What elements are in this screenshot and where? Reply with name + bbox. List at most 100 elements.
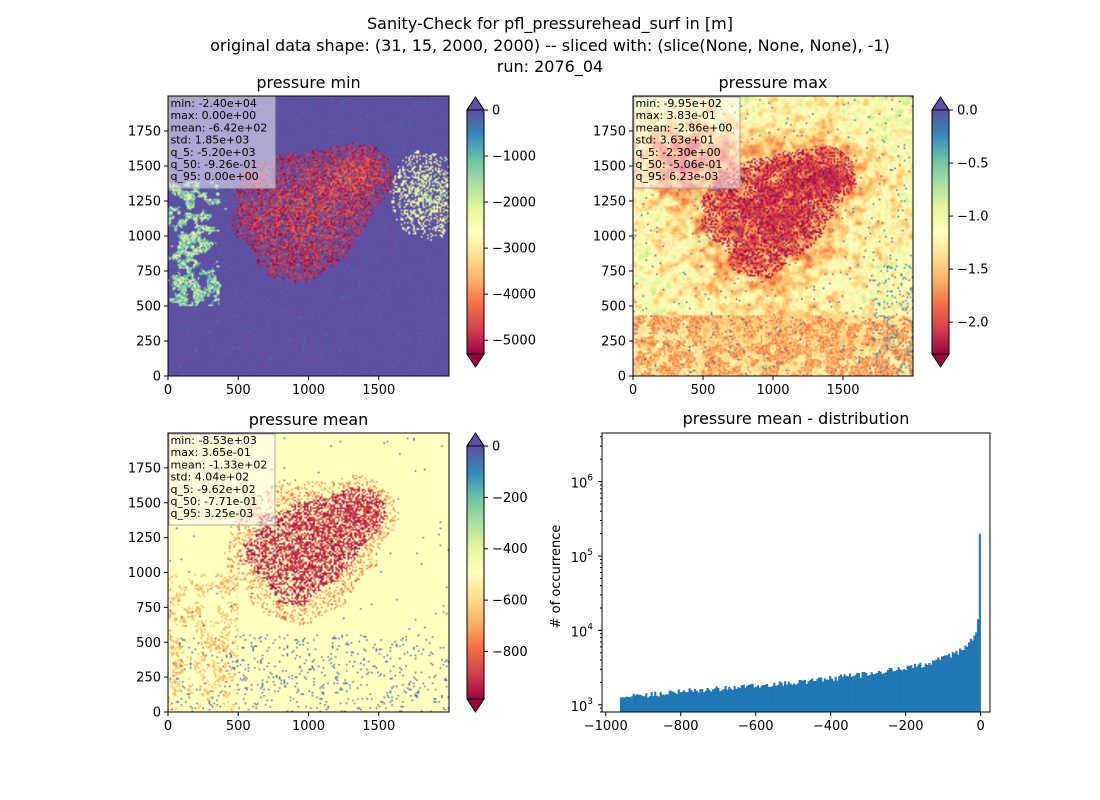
histogram-bar (800, 680, 803, 712)
histogram-bar (874, 673, 877, 712)
histogram-bar (960, 649, 963, 712)
colorbar-tick-label: −1.5 (957, 263, 989, 278)
colorbar-frame (931, 109, 950, 355)
histogram-bar (957, 654, 960, 712)
panel-title: pressure mean - distribution (683, 409, 910, 428)
histogram-bar (663, 694, 666, 712)
histogram-bar (776, 684, 779, 712)
heatmap-panel: pressure min 0 500 1000 1500 0 250 500 750 1000 12… (128, 73, 536, 398)
histogram-bar (679, 692, 682, 712)
histogram-bar (711, 689, 715, 712)
stats-line: max: 0.00e+00 (171, 109, 257, 122)
histogram-bar (922, 666, 926, 712)
y-tick-label: 250 (136, 671, 161, 686)
stats-line: std: 3.63e+01 (636, 134, 715, 147)
histogram-bar (885, 672, 888, 712)
histogram-bar (865, 672, 868, 712)
histogram-bar (699, 689, 702, 712)
histogram-bar (764, 684, 767, 712)
histogram-bar (939, 659, 942, 712)
y-tick-exponent: 3 (587, 697, 593, 707)
histogram-bar (683, 690, 686, 712)
y-tick-label: 1750 (593, 125, 626, 140)
histogram-bar (848, 673, 852, 712)
histogram-bar (973, 635, 976, 712)
x-tick-label: 500 (226, 383, 251, 398)
y-tick-label: 1250 (128, 195, 161, 210)
histogram-bar (968, 642, 971, 712)
histogram-bar (650, 692, 653, 712)
histogram-bar (830, 678, 834, 712)
colorbar-tick-label: −1000 (492, 150, 536, 165)
stats-line: q_95: 0.00e+00 (171, 170, 259, 183)
stats-line: q_5: -2.30e+00 (636, 146, 721, 159)
histogram-bar (757, 685, 760, 712)
histogram-bar (858, 672, 861, 712)
histogram-bar (629, 697, 632, 712)
colorbar-tick-label: −600 (492, 594, 528, 609)
histogram-bar (675, 694, 678, 712)
stats-line: min: -8.53e+03 (171, 434, 257, 447)
histogram-bar (841, 676, 844, 712)
histogram-bar (913, 663, 917, 712)
histogram-bar (654, 691, 657, 712)
y-tick-label: 750 (136, 265, 161, 280)
histogram-bar (834, 676, 837, 712)
histogram-bar (771, 686, 774, 712)
histogram-bar (811, 678, 814, 712)
histogram-bar (641, 696, 644, 712)
histogram-bar (740, 685, 743, 712)
histogram-bar (886, 670, 889, 712)
histogram-bar (854, 675, 857, 712)
histogram-bar (697, 692, 700, 712)
histogram-bar (713, 688, 716, 712)
histogram-bar (867, 675, 870, 712)
y-tick-label: 250 (136, 335, 161, 350)
histogram-bar (883, 673, 886, 712)
histogram-bar (731, 689, 734, 712)
histogram-bar (692, 691, 695, 712)
histogram-bar (758, 687, 761, 712)
histogram-bar (737, 687, 740, 712)
histogram-bar (724, 685, 727, 712)
histogram-bar (636, 694, 639, 712)
histogram-bar (803, 679, 807, 712)
stats-line: std: 4.04e+02 (171, 471, 250, 484)
histogram-bar (619, 697, 623, 712)
histogram-bar (668, 690, 671, 712)
histogram-bar (825, 679, 828, 712)
histogram-bar (829, 676, 832, 712)
stats-line: mean: -1.33e+02 (171, 458, 268, 471)
histogram-bar (971, 640, 974, 712)
colorbar-gradient (932, 110, 949, 354)
y-tick-label: 500 (601, 300, 626, 315)
x-tick-label: 1000 (292, 383, 325, 398)
y-tick-label: 1000 (128, 230, 161, 245)
colorbar: 0 −200 −400 −600 −800 (466, 432, 528, 713)
colorbar-gradient (467, 446, 484, 699)
histogram-bar (701, 689, 704, 712)
histogram-bar (827, 680, 830, 712)
histogram-bar (639, 694, 642, 712)
histogram-bar (928, 663, 931, 712)
histogram-bar (958, 648, 962, 712)
histogram-bar (686, 691, 689, 712)
histogram-bar (807, 681, 810, 712)
colorbar-tick-label: −2000 (492, 196, 536, 211)
histogram-bar (710, 691, 713, 712)
histogram-bar (912, 667, 915, 712)
colorbar: 0.0 −0.5 −1.0 −1.5 −2.0 (931, 96, 989, 368)
histogram-bar (820, 677, 823, 712)
histogram-bar (890, 668, 893, 712)
histogram-bar (977, 619, 980, 712)
histogram-bar (894, 671, 897, 712)
colorbar-tick-label: −0.5 (957, 157, 989, 172)
y-tick-label: 104 (571, 622, 594, 640)
suptitle: Sanity-Check for pfl_pressurehead_surf i… (210, 14, 890, 77)
histogram-bar (666, 694, 669, 712)
stats-line: q_50: -9.26e-01 (171, 158, 258, 171)
histogram-bar (847, 676, 850, 712)
x-tick-label: −400 (813, 719, 849, 734)
histogram-bar (812, 680, 816, 712)
histogram-bar (969, 638, 972, 712)
